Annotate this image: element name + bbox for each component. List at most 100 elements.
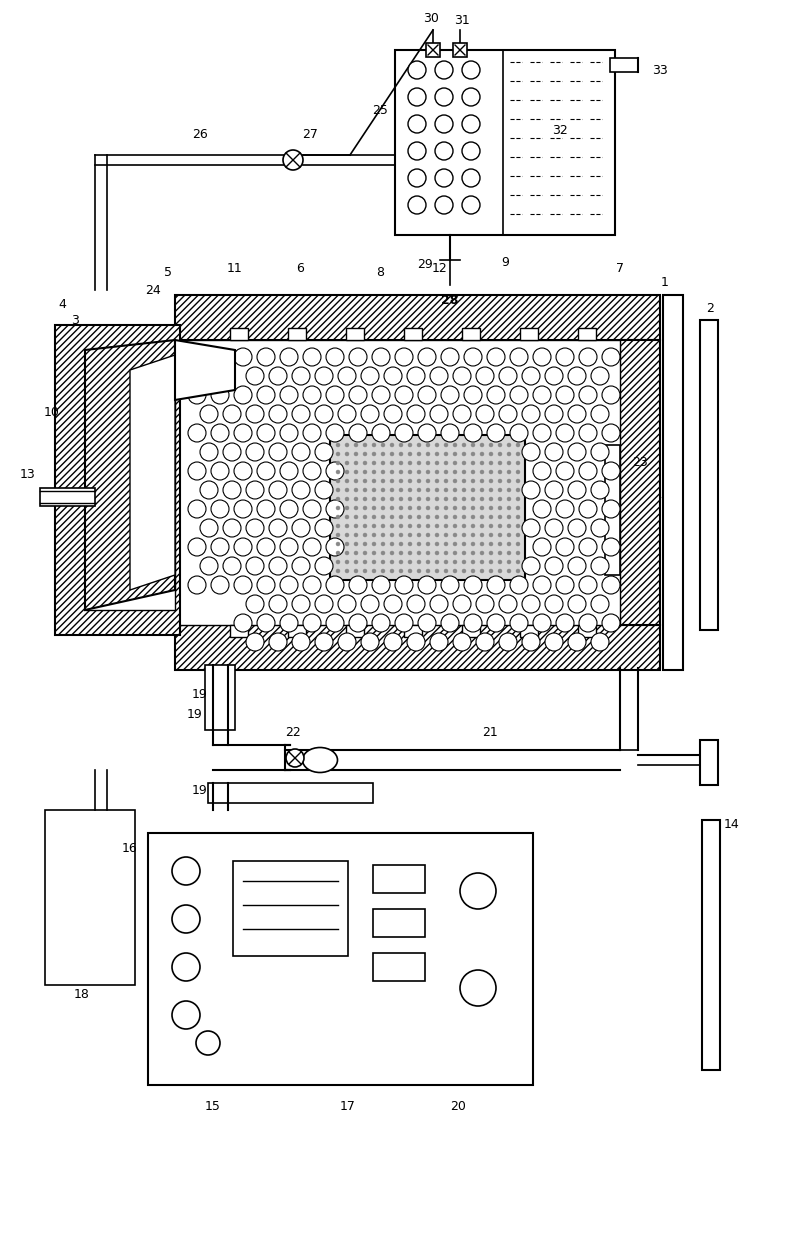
Circle shape xyxy=(568,405,586,423)
Bar xyxy=(610,59,638,72)
Circle shape xyxy=(257,576,275,594)
Circle shape xyxy=(545,595,563,614)
Circle shape xyxy=(363,569,367,574)
Circle shape xyxy=(533,576,551,594)
Bar xyxy=(663,296,683,670)
Circle shape xyxy=(408,170,426,187)
Circle shape xyxy=(462,170,480,187)
Bar xyxy=(578,625,596,637)
Circle shape xyxy=(246,405,264,423)
Circle shape xyxy=(345,569,349,574)
Circle shape xyxy=(372,348,390,367)
Text: 15: 15 xyxy=(205,1101,221,1114)
Circle shape xyxy=(453,595,471,614)
Circle shape xyxy=(516,542,520,546)
Circle shape xyxy=(453,542,457,546)
Circle shape xyxy=(326,348,344,367)
Circle shape xyxy=(545,557,563,575)
Circle shape xyxy=(354,451,358,456)
Circle shape xyxy=(283,150,303,170)
Circle shape xyxy=(200,557,218,575)
Circle shape xyxy=(453,524,457,527)
Circle shape xyxy=(426,524,430,527)
Circle shape xyxy=(381,542,385,546)
Circle shape xyxy=(462,451,466,456)
Circle shape xyxy=(522,405,540,423)
Circle shape xyxy=(338,595,356,614)
Circle shape xyxy=(462,569,466,574)
Circle shape xyxy=(349,387,367,404)
Circle shape xyxy=(444,488,448,493)
Circle shape xyxy=(435,569,439,574)
Circle shape xyxy=(381,524,385,527)
Text: 2: 2 xyxy=(706,302,714,314)
Circle shape xyxy=(444,569,448,574)
Circle shape xyxy=(303,348,321,367)
Circle shape xyxy=(338,367,356,385)
Circle shape xyxy=(579,500,597,518)
Bar xyxy=(702,821,720,1070)
Circle shape xyxy=(234,500,252,518)
Circle shape xyxy=(435,142,453,160)
Circle shape xyxy=(345,498,349,501)
Circle shape xyxy=(462,515,466,519)
Circle shape xyxy=(516,451,520,456)
Bar xyxy=(426,42,440,57)
Circle shape xyxy=(417,470,421,474)
Circle shape xyxy=(498,515,502,519)
Circle shape xyxy=(462,498,466,501)
Circle shape xyxy=(444,479,448,483)
Ellipse shape xyxy=(302,747,338,772)
Circle shape xyxy=(480,479,484,483)
Circle shape xyxy=(480,515,484,519)
Text: 19: 19 xyxy=(187,708,203,722)
Circle shape xyxy=(435,560,439,564)
Circle shape xyxy=(522,443,540,461)
Circle shape xyxy=(435,551,439,555)
Text: 19: 19 xyxy=(192,688,208,702)
Circle shape xyxy=(338,405,356,423)
Circle shape xyxy=(390,551,394,555)
Circle shape xyxy=(200,443,218,461)
Circle shape xyxy=(349,614,367,632)
Circle shape xyxy=(460,970,496,1006)
Circle shape xyxy=(602,348,620,367)
Circle shape xyxy=(408,451,412,456)
Circle shape xyxy=(556,387,574,404)
Bar xyxy=(395,50,615,234)
Circle shape xyxy=(462,196,480,214)
Circle shape xyxy=(507,506,511,510)
Circle shape xyxy=(336,506,340,510)
Circle shape xyxy=(188,537,206,556)
Circle shape xyxy=(361,405,379,423)
Text: 31: 31 xyxy=(454,14,470,26)
Circle shape xyxy=(453,405,471,423)
Circle shape xyxy=(430,595,448,614)
Circle shape xyxy=(336,542,340,546)
Circle shape xyxy=(381,569,385,574)
Circle shape xyxy=(345,515,349,519)
Circle shape xyxy=(223,443,241,461)
Bar xyxy=(404,625,422,637)
Circle shape xyxy=(522,595,540,614)
Circle shape xyxy=(533,387,551,404)
Circle shape xyxy=(372,470,376,474)
Circle shape xyxy=(568,443,586,461)
Circle shape xyxy=(471,532,475,537)
Circle shape xyxy=(556,537,574,556)
Circle shape xyxy=(408,61,426,79)
Circle shape xyxy=(408,506,412,510)
Circle shape xyxy=(408,470,412,474)
Circle shape xyxy=(522,557,540,575)
Circle shape xyxy=(556,424,574,441)
Circle shape xyxy=(507,532,511,537)
Circle shape xyxy=(507,498,511,501)
Circle shape xyxy=(315,595,333,614)
Circle shape xyxy=(498,524,502,527)
Circle shape xyxy=(417,488,421,493)
Circle shape xyxy=(336,461,340,465)
Text: 12: 12 xyxy=(432,262,448,274)
Circle shape xyxy=(471,542,475,546)
Circle shape xyxy=(417,569,421,574)
Circle shape xyxy=(336,479,340,483)
